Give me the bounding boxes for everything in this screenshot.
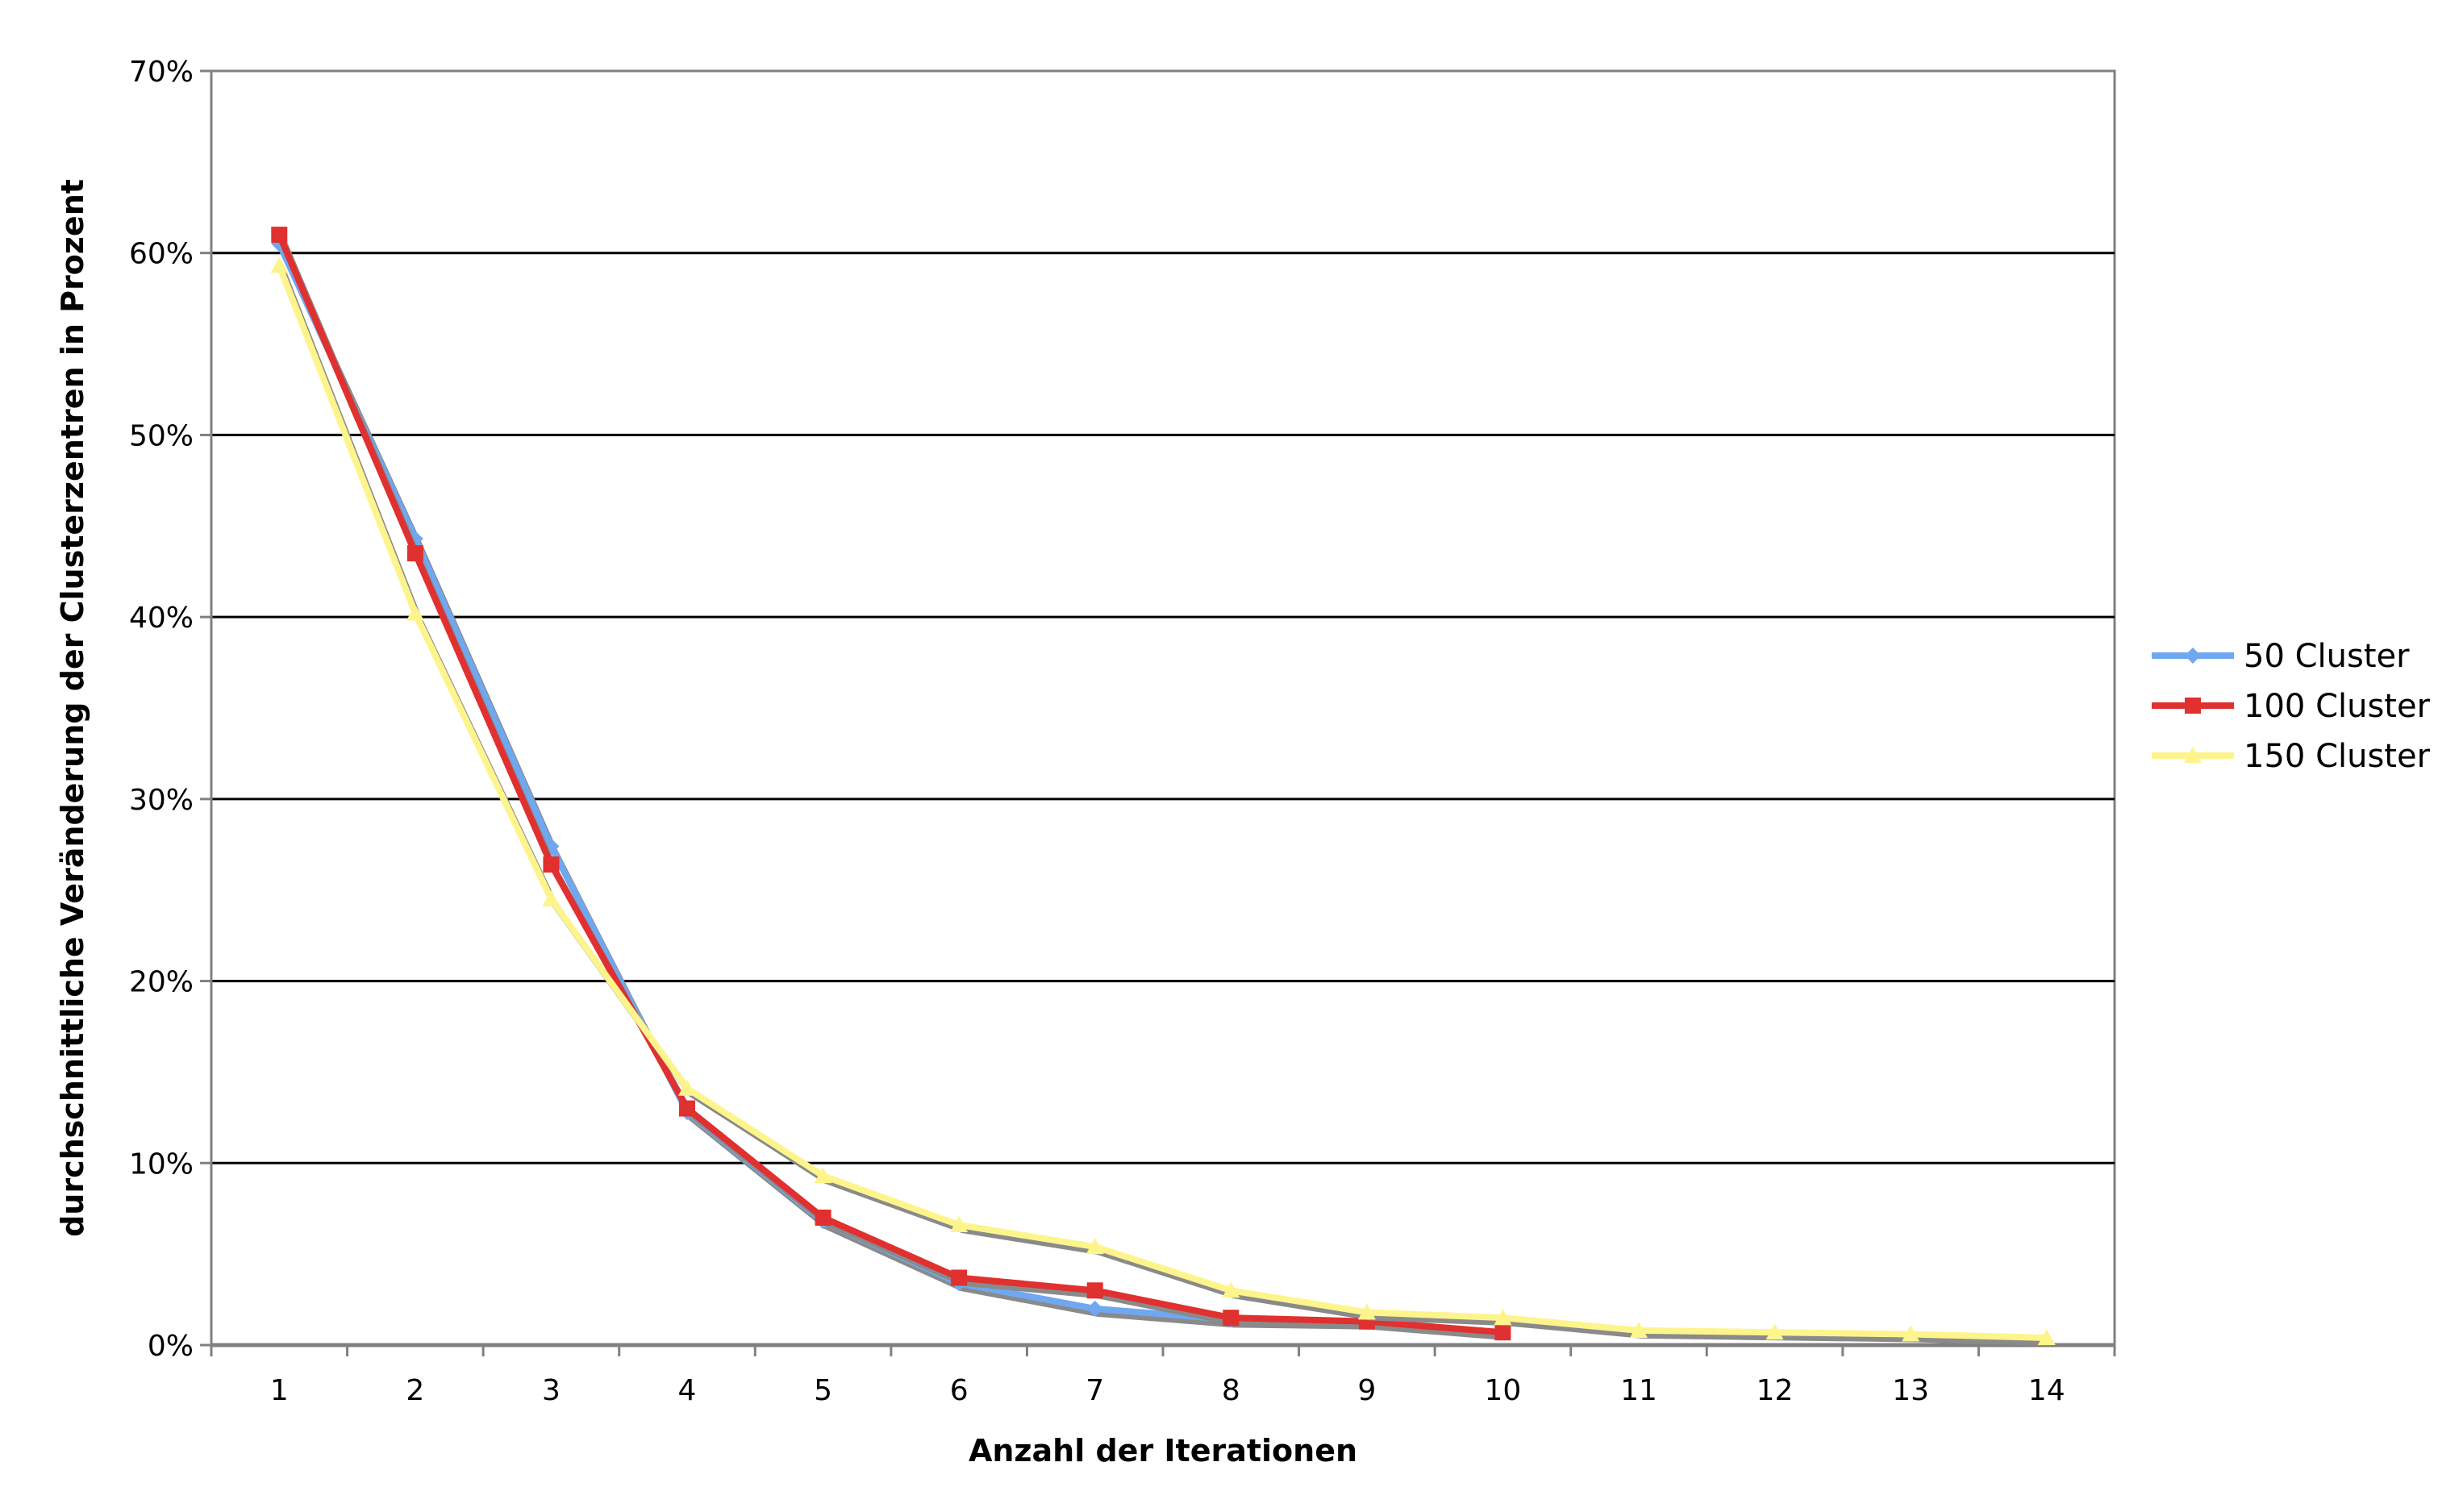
y-tick-label: 20% <box>129 966 194 999</box>
x-tick-label: 10 <box>1485 1374 1522 1407</box>
y-axis: 0% 10% 20% 30% 40% 50% 60% 70% <box>129 56 213 1363</box>
legend: 50 Cluster 100 Cluster 150 Cluster <box>2152 638 2431 775</box>
data-point <box>1357 1303 1376 1320</box>
series-line <box>276 233 1503 1336</box>
data-point <box>270 256 289 273</box>
x-tick-label: 9 <box>1357 1374 1376 1407</box>
data-point <box>1222 1281 1240 1298</box>
x-tick-label: 13 <box>1892 1374 1929 1407</box>
x-tick-label: 5 <box>814 1374 832 1407</box>
x-axis: 1 2 3 4 5 6 7 8 9 10 11 12 13 14 <box>210 1343 2116 1407</box>
x-tick-label: 2 <box>406 1374 424 1407</box>
data-point <box>542 890 561 906</box>
series-line <box>276 264 2047 1341</box>
x-tick-label: 8 <box>1222 1374 1240 1407</box>
data-point <box>814 1167 832 1184</box>
legend-marker <box>2185 648 2201 664</box>
legend-item: 100 Cluster <box>2152 688 2431 725</box>
data-point <box>1494 1324 1511 1341</box>
x-tick-label: 1 <box>270 1374 289 1407</box>
data-point <box>815 1210 831 1226</box>
x-tick-label: 14 <box>2028 1374 2065 1407</box>
data-point <box>950 1216 969 1233</box>
data-point <box>1223 1310 1240 1327</box>
data-point <box>1086 1238 1104 1255</box>
x-axis-title: Anzahl der Iterationen <box>969 1433 1357 1468</box>
data-point <box>406 604 424 621</box>
x-tick-label: 6 <box>950 1374 969 1407</box>
x-tick-label: 7 <box>1086 1374 1104 1407</box>
data-point <box>543 856 560 873</box>
x-tick-label: 12 <box>1757 1374 1794 1407</box>
legend-label: 50 Cluster <box>2244 638 2410 675</box>
legend-label: 100 Cluster <box>2244 688 2431 725</box>
data-point <box>406 545 423 562</box>
x-tick-label: 3 <box>542 1374 561 1407</box>
data-point <box>679 1100 695 1117</box>
legend-item: 50 Cluster <box>2152 638 2410 675</box>
legend-marker <box>2185 698 2201 714</box>
y-tick-label: 60% <box>129 238 194 271</box>
y-axis-title: durchschnittliche Veränderung der Cluste… <box>55 179 90 1237</box>
series-3 <box>270 256 2056 1346</box>
y-tick-label: 0% <box>148 1330 194 1363</box>
data-point <box>2037 1328 2056 1345</box>
data-point <box>1086 1300 1103 1317</box>
legend-label: 150 Cluster <box>2244 738 2431 775</box>
data-point <box>1902 1325 1920 1342</box>
data-point <box>271 227 288 244</box>
data-point <box>1630 1321 1648 1338</box>
y-tick-label: 70% <box>129 56 194 89</box>
data-point <box>678 1079 696 1096</box>
data-point <box>1494 1309 1512 1326</box>
data-point <box>951 1269 968 1286</box>
y-tick-label: 50% <box>129 419 194 452</box>
legend-marker <box>2184 747 2202 763</box>
y-tick-label: 30% <box>129 784 194 817</box>
x-tick-label: 4 <box>678 1374 697 1407</box>
series-2 <box>271 227 1511 1341</box>
data-point <box>1086 1282 1103 1299</box>
y-tick-label: 40% <box>129 602 194 635</box>
x-tick-label: 11 <box>1620 1374 1657 1407</box>
data-point <box>1765 1323 1784 1340</box>
y-tick-label: 10% <box>129 1148 194 1181</box>
plot-area <box>210 69 2116 1347</box>
legend-item: 150 Cluster <box>2152 738 2431 775</box>
series-layer <box>270 227 2056 1346</box>
